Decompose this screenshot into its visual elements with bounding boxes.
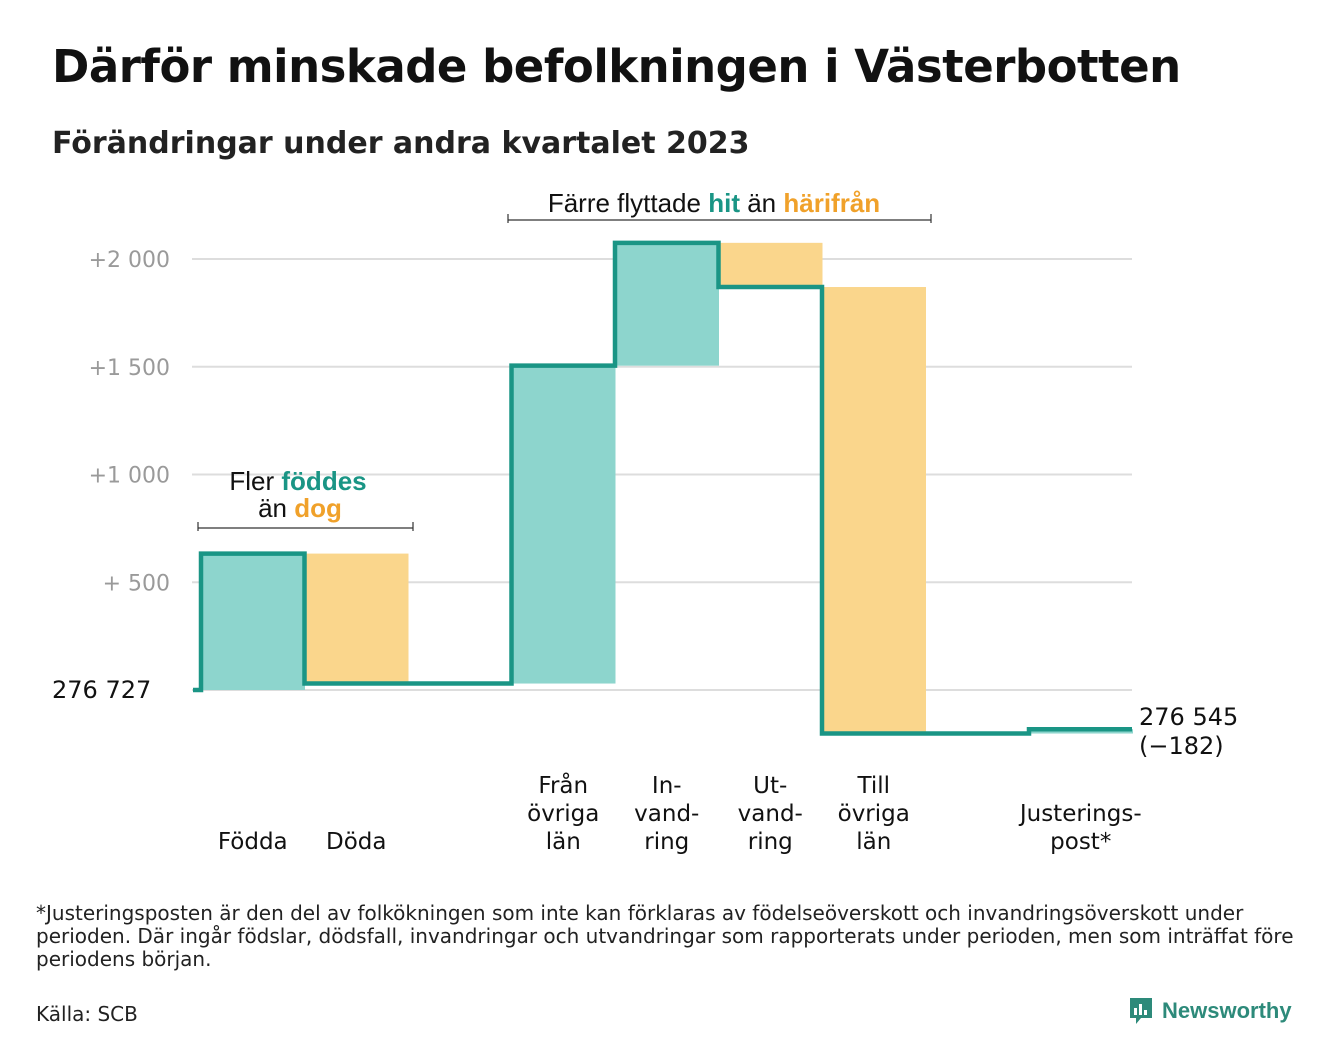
x-axis-label: övriga: [527, 801, 599, 827]
x-axis-labels: Födda DödaFrånövrigalänIn-vand-ringUt-van…: [218, 771, 1142, 855]
x-axis-label: vand-: [634, 801, 699, 827]
x-axis-label: Från: [538, 771, 588, 799]
newsworthy-logo-icon: [1130, 998, 1152, 1024]
footnote: *Justeringsposten är den del av folkökni…: [36, 901, 1294, 971]
x-axis-label: Ut-: [753, 773, 787, 799]
migration-highlight-here: hit: [708, 188, 740, 218]
chart-subtitle: Förändringar under andra kvartalet 2023: [52, 126, 750, 161]
step-line: [193, 240, 1132, 736]
x-axis-label: ring: [644, 829, 689, 855]
end-value-label: 276 545: [1139, 703, 1238, 731]
migration-prefix: Färre flyttade: [548, 188, 701, 218]
migration-highlight-away: härifrån: [783, 188, 880, 218]
x-axis-label: In-: [652, 773, 682, 799]
grid-lines: [192, 258, 1132, 691]
births-mid: än: [258, 493, 287, 523]
x-axis-label: Till: [856, 773, 890, 799]
x-axis-label: Födda: [218, 829, 288, 855]
x-axis-label: post*: [1050, 829, 1111, 855]
bar-födda: [202, 553, 305, 690]
births-highlight-died: dog: [294, 493, 342, 523]
y-tick-label: + 500: [103, 571, 170, 596]
migration-mid: än: [747, 188, 776, 218]
y-tick-label: +2 000: [89, 248, 170, 273]
bar-döda: [305, 553, 409, 684]
source-label: Källa: SCB: [36, 1002, 138, 1026]
bars: [202, 242, 1133, 734]
y-tick-label: +1 000: [89, 464, 170, 489]
migration-annotation: Färre flyttade hit än härifrån: [548, 188, 880, 218]
x-axis-label: Justerings-: [1018, 801, 1142, 827]
bar-invandring: [616, 242, 719, 366]
bar-tillövrigalän: [823, 287, 926, 734]
births-prefix: Fler: [229, 466, 274, 496]
x-axis-label: ring: [748, 829, 793, 855]
x-axis-label: vand-: [738, 801, 803, 827]
cumulative-step-line: [193, 240, 1132, 736]
brand-logo: Newsworthy: [1128, 996, 1292, 1026]
end-change-label: (−182): [1139, 732, 1224, 760]
y-axis-ticks: + 500 +1 000 +1 500 +2 000: [89, 248, 170, 596]
annotations: Fler föddes än dog Färre flyttade hit än…: [197, 188, 932, 531]
waterfall-chart: + 500+1 000+1 500+2 000 Födda DödaFrånövr…: [52, 188, 1238, 855]
bar-frånövrigalän: [512, 365, 616, 684]
start-value-label: 276 727: [52, 676, 151, 704]
x-axis-label: övriga: [838, 801, 910, 827]
y-tick-label: +1 500: [89, 356, 170, 381]
x-axis-label: län: [856, 829, 891, 855]
births-highlight-born: föddes: [281, 466, 366, 496]
births-annotation-line2: än dog: [258, 493, 342, 523]
bar-utvandring: [719, 242, 823, 288]
x-axis-label: län: [546, 829, 581, 855]
chart-title: Därför minskade befolkningen i Västerbot…: [52, 40, 1181, 93]
births-annotation-line1: Fler föddes: [229, 466, 366, 496]
brand-name: Newsworthy: [1162, 998, 1292, 1023]
x-axis-label: Döda: [326, 829, 386, 855]
